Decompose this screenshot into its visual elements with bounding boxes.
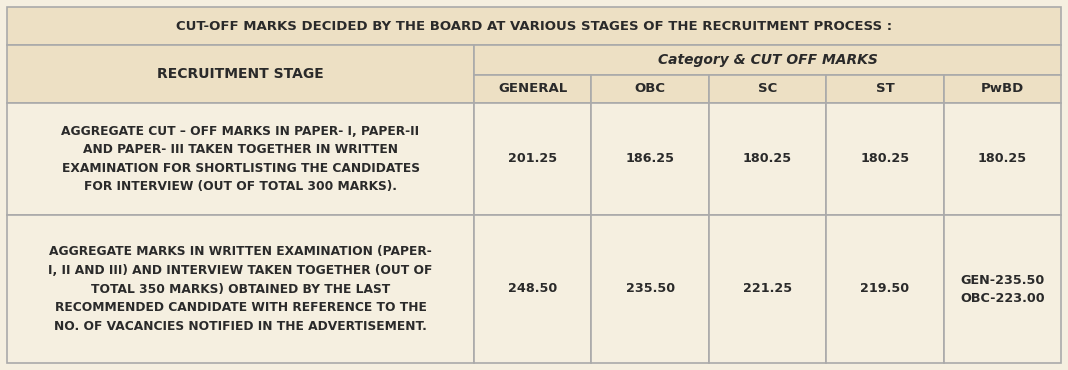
Text: CUT-OFF MARKS DECIDED BY THE BOARD AT VARIOUS STAGES OF THE RECRUITMENT PROCESS : CUT-OFF MARKS DECIDED BY THE BOARD AT VA…: [176, 20, 892, 33]
Bar: [827, 215, 944, 363]
Text: 235.50: 235.50: [626, 283, 675, 296]
Text: OBC: OBC: [634, 83, 665, 95]
Bar: [474, 45, 1061, 75]
Text: GEN-235.50
OBC-223.00: GEN-235.50 OBC-223.00: [960, 273, 1045, 305]
Text: SC: SC: [758, 83, 778, 95]
Bar: [474, 103, 592, 215]
Text: AGGREGATE MARKS IN WRITTEN EXAMINATION (PAPER-
I, II AND III) AND INTERVIEW TAKE: AGGREGATE MARKS IN WRITTEN EXAMINATION (…: [48, 246, 433, 333]
Bar: [592, 215, 709, 363]
Bar: [7, 215, 474, 363]
Bar: [709, 103, 827, 215]
Text: 248.50: 248.50: [508, 283, 557, 296]
Text: GENERAL: GENERAL: [498, 83, 567, 95]
Text: Category & CUT OFF MARKS: Category & CUT OFF MARKS: [658, 53, 878, 67]
Bar: [827, 103, 944, 215]
Bar: [7, 7, 1061, 45]
Bar: [944, 215, 1061, 363]
Text: AGGREGATE CUT – OFF MARKS IN PAPER- I, PAPER-II
AND PAPER- III TAKEN TOGETHER IN: AGGREGATE CUT – OFF MARKS IN PAPER- I, P…: [62, 125, 420, 193]
Bar: [709, 75, 827, 103]
Bar: [709, 215, 827, 363]
Text: RECRUITMENT STAGE: RECRUITMENT STAGE: [157, 67, 324, 81]
Bar: [7, 45, 474, 103]
Bar: [474, 75, 592, 103]
Bar: [827, 75, 944, 103]
Text: 180.25: 180.25: [861, 152, 910, 165]
Bar: [944, 103, 1061, 215]
Bar: [592, 75, 709, 103]
Bar: [7, 103, 474, 215]
Text: 186.25: 186.25: [626, 152, 675, 165]
Bar: [474, 215, 592, 363]
Text: 221.25: 221.25: [743, 283, 792, 296]
Text: 180.25: 180.25: [977, 152, 1026, 165]
Text: 201.25: 201.25: [508, 152, 557, 165]
Bar: [944, 75, 1061, 103]
Bar: [592, 103, 709, 215]
Text: PwBD: PwBD: [980, 83, 1024, 95]
Text: ST: ST: [876, 83, 894, 95]
Text: 219.50: 219.50: [861, 283, 910, 296]
Text: 180.25: 180.25: [743, 152, 792, 165]
